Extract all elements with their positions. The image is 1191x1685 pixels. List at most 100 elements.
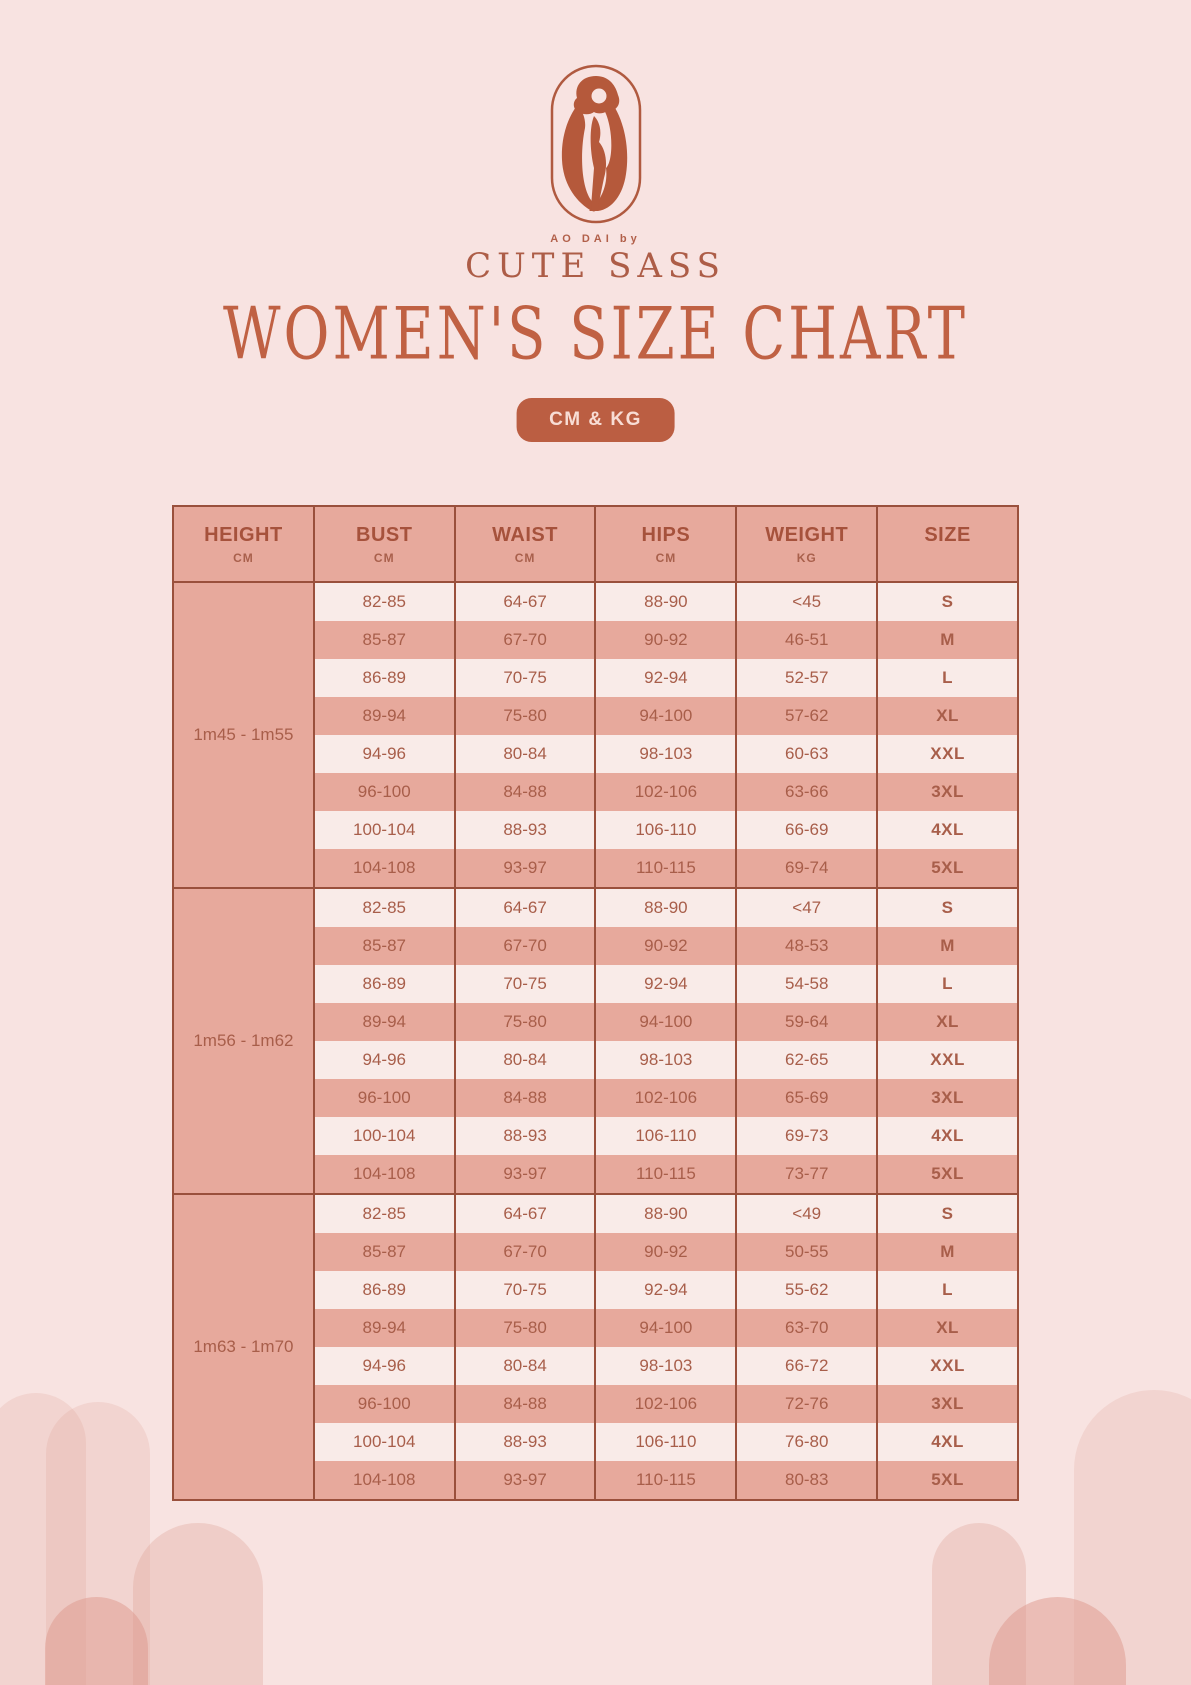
size-cell: L	[876, 659, 1019, 697]
waist-cell: 64-67	[453, 887, 597, 927]
bust-cell: 104-108	[312, 1461, 456, 1500]
hips-cell: 88-90	[594, 581, 738, 621]
bust-cell: 86-89	[312, 965, 456, 1003]
header-row: HEIGHT CM BUST CM WAIST CM HIPS CM WEIGHT KG SIZE	[172, 506, 1019, 583]
size-cell: 5XL	[876, 1461, 1019, 1500]
column-header-unit: CM	[655, 550, 677, 565]
units-badge: CM & KG	[516, 398, 675, 442]
table-row: 104-108 93-97 110-115 69-74 5XL	[173, 849, 1019, 888]
height-range-cell: 1m56 - 1m62	[172, 887, 315, 1194]
hips-cell: 90-92	[594, 621, 738, 659]
size-table: HEIGHT CM BUST CM WAIST CM HIPS CM WEIGHT KG SIZE …	[172, 505, 1019, 1501]
table-row: 89-94 75-80 94-100 57-62 XL	[173, 697, 1019, 735]
waist-cell: 67-70	[453, 621, 597, 659]
waist-cell: 80-84	[453, 1041, 597, 1079]
hips-cell: 90-92	[594, 1233, 738, 1271]
column-header-bust: BUST CM	[312, 506, 456, 583]
weight-cell: 65-69	[735, 1079, 879, 1117]
column-header-weight: WEIGHT KG	[735, 506, 879, 583]
waist-cell: 67-70	[453, 927, 597, 965]
bust-cell: 82-85	[312, 887, 456, 927]
weight-cell: 69-73	[735, 1117, 879, 1155]
hips-cell: 94-100	[594, 1309, 738, 1347]
waist-cell: 75-80	[453, 1309, 597, 1347]
column-header-label: HIPS	[641, 523, 691, 546]
column-header-unit: CM	[514, 550, 536, 565]
size-cell: M	[876, 1233, 1019, 1271]
weight-cell: <45	[735, 581, 879, 621]
table-row: 1m63 - 1m70 82-85 64-67 88-90 <49 S	[172, 1193, 1019, 1500]
bust-cell: 100-104	[312, 1117, 456, 1155]
table-row: 100-104 88-93 106-110 76-80 4XL	[173, 1423, 1019, 1461]
weight-cell: 63-66	[735, 773, 879, 811]
column-header-unit	[878, 551, 1017, 565]
table-row: 86-89 70-75 92-94 55-62 L	[173, 1271, 1019, 1309]
table-row: 96-100 84-88 102-106 72-76 3XL	[173, 1385, 1019, 1423]
hips-cell: 110-115	[594, 849, 738, 888]
table-row: 89-94 75-80 94-100 63-70 XL	[173, 1309, 1019, 1347]
height-range-cell: 1m63 - 1m70	[172, 1193, 315, 1500]
size-cell: M	[876, 927, 1019, 965]
size-cell: XL	[876, 1309, 1019, 1347]
hips-cell: 110-115	[594, 1461, 738, 1500]
bust-cell: 85-87	[312, 1233, 456, 1271]
size-cell: 4XL	[876, 1423, 1019, 1461]
brand-name: CUTE SASS	[465, 246, 726, 286]
bust-cell: 85-87	[312, 927, 456, 965]
size-cell: 5XL	[876, 849, 1019, 888]
waist-cell: 88-93	[453, 1423, 597, 1461]
table-row: 104-108 93-97 110-115 80-83 5XL	[173, 1461, 1019, 1500]
size-cell: 3XL	[876, 773, 1019, 811]
size-cell: XXL	[876, 735, 1019, 773]
arch-decoration	[133, 1523, 263, 1685]
hips-cell: 88-90	[594, 1193, 738, 1233]
column-header-label: SIZE	[924, 523, 971, 546]
hips-cell: 106-110	[594, 811, 738, 849]
bust-cell: 89-94	[312, 1309, 456, 1347]
weight-cell: <47	[735, 887, 879, 927]
bust-cell: 94-96	[312, 735, 456, 773]
weight-cell: 62-65	[735, 1041, 879, 1079]
bust-cell: 94-96	[312, 1347, 456, 1385]
hips-cell: 98-103	[594, 1347, 738, 1385]
bust-cell: 86-89	[312, 659, 456, 697]
hips-cell: 88-90	[594, 887, 738, 927]
bust-cell: 94-96	[312, 1041, 456, 1079]
weight-cell: 60-63	[735, 735, 879, 773]
waist-cell: 84-88	[453, 773, 597, 811]
hips-cell: 102-106	[594, 1079, 738, 1117]
size-cell: XL	[876, 697, 1019, 735]
bust-cell: 104-108	[312, 1155, 456, 1194]
waist-cell: 88-93	[453, 1117, 597, 1155]
column-header-label: HEIGHT	[204, 523, 283, 546]
table-row: 85-87 67-70 90-92 50-55 M	[173, 1233, 1019, 1271]
bust-cell: 104-108	[312, 849, 456, 888]
column-header-unit: CM	[373, 550, 395, 565]
column-header-unit: CM	[233, 550, 254, 565]
table-row: 100-104 88-93 106-110 69-73 4XL	[173, 1117, 1019, 1155]
column-header-label: BUST	[356, 523, 413, 546]
size-cell: 4XL	[876, 811, 1019, 849]
size-cell: XXL	[876, 1041, 1019, 1079]
bust-cell: 96-100	[312, 773, 456, 811]
waist-cell: 64-67	[453, 581, 597, 621]
hips-cell: 94-100	[594, 697, 738, 735]
hips-cell: 94-100	[594, 1003, 738, 1041]
hips-cell: 98-103	[594, 1041, 738, 1079]
weight-cell: 66-72	[735, 1347, 879, 1385]
size-cell: S	[876, 1193, 1019, 1233]
size-cell: S	[876, 581, 1019, 621]
table-row: 86-89 70-75 92-94 54-58 L	[173, 965, 1019, 1003]
weight-cell: 55-62	[735, 1271, 879, 1309]
hips-cell: 110-115	[594, 1155, 738, 1194]
weight-cell: 59-64	[735, 1003, 879, 1041]
weight-cell: 63-70	[735, 1309, 879, 1347]
table-row: 86-89 70-75 92-94 52-57 L	[173, 659, 1019, 697]
size-table-body: 1m45 - 1m55 82-85 64-67 88-90 <45 S 85-87 67-70…	[172, 581, 1019, 1500]
weight-cell: 69-74	[735, 849, 879, 888]
table-row: 94-96 80-84 98-103 66-72 XXL	[173, 1347, 1019, 1385]
hips-cell: 102-106	[594, 773, 738, 811]
table-row: 104-108 93-97 110-115 73-77 5XL	[173, 1155, 1019, 1194]
column-header-size: SIZE	[876, 506, 1019, 583]
bust-cell: 85-87	[312, 621, 456, 659]
